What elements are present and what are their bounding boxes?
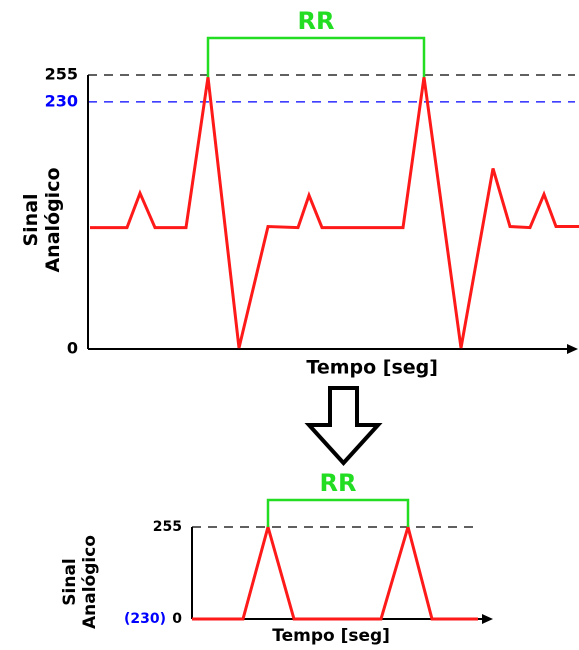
x-axis-label: Tempo [seg]: [272, 626, 390, 646]
y-axis-label: SinalAnalógico: [60, 535, 100, 629]
y-axis-label-line: Sinal: [20, 193, 42, 246]
y-tick-label: 0: [172, 611, 182, 627]
rr-label: RR: [298, 7, 335, 35]
y-axis-label-line: Analógico: [42, 167, 64, 272]
y-tick-label: 255: [153, 519, 182, 535]
signal-line: [192, 521, 478, 621]
rr-label: RR: [320, 469, 357, 497]
rr-bracket: [266, 498, 410, 527]
y-axis-label-line: Analógico: [80, 535, 100, 629]
x-axis-label: Tempo [seg]: [306, 357, 438, 379]
y-axis-label: SinalAnalógico: [20, 167, 64, 272]
rr-bracket: [206, 36, 426, 78]
y-tick-label: 230: [45, 91, 78, 110]
signal-line: [90, 76, 579, 349]
y-axis-label-line: Sinal: [60, 558, 80, 605]
x-axis-arrow: [567, 344, 578, 354]
y-tick-label: 255: [45, 65, 78, 84]
y-tick-label: 0: [67, 339, 78, 358]
x-axis-arrow: [482, 614, 493, 624]
zero-note: (230): [124, 611, 166, 627]
down-arrow: [304, 386, 383, 466]
